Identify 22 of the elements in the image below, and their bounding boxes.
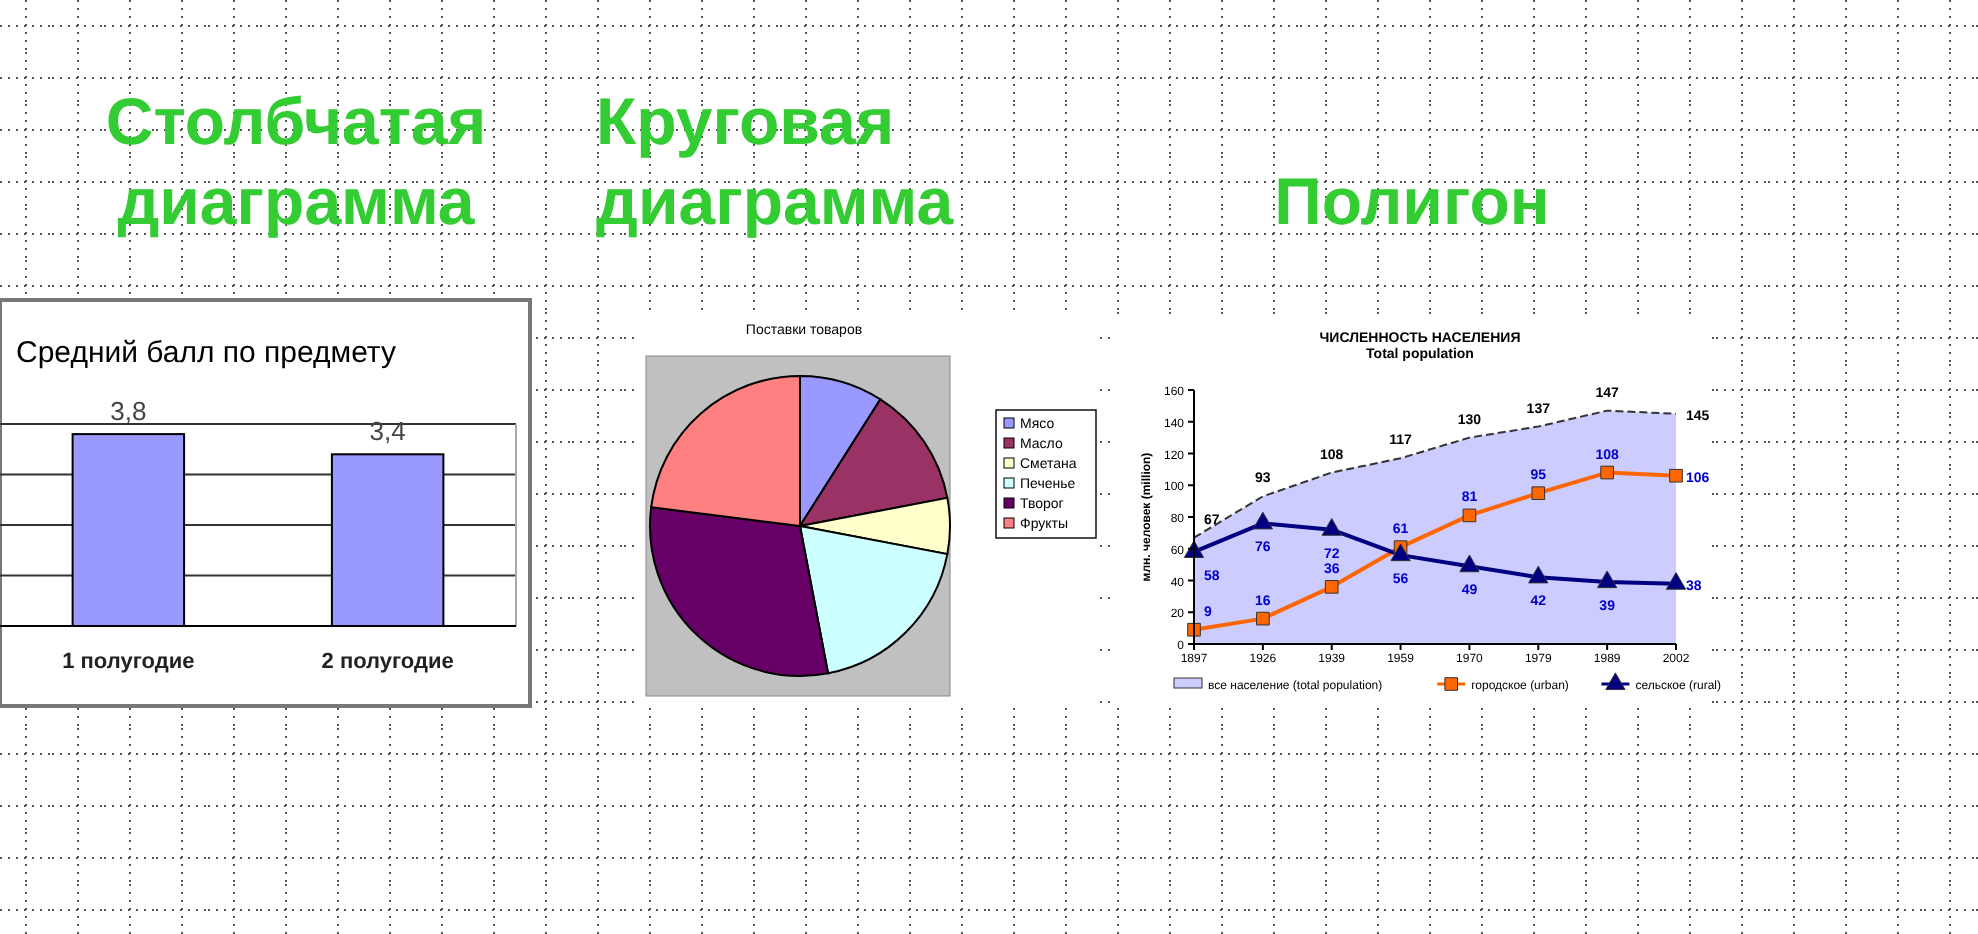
point bbox=[1187, 622, 1201, 637]
point bbox=[1321, 518, 1342, 536]
x-tick-label: 2 полугодие bbox=[321, 650, 454, 674]
point bbox=[1390, 543, 1411, 562]
point bbox=[1324, 580, 1339, 594]
point bbox=[1597, 570, 1618, 589]
data-label: 3,8 bbox=[110, 396, 147, 427]
point bbox=[1528, 565, 1549, 584]
chart-title: Столбчатая диаграмма bbox=[105, 84, 487, 238]
point bbox=[1669, 468, 1683, 483]
data-label: 3,4 bbox=[369, 416, 406, 447]
point bbox=[1665, 572, 1687, 590]
x-tick-label: 1 полугодие bbox=[62, 650, 195, 674]
point bbox=[1462, 508, 1477, 523]
point bbox=[1256, 611, 1270, 626]
point bbox=[1252, 511, 1273, 530]
point bbox=[1600, 465, 1614, 480]
chart-subtitle: Средний балл по предмету bbox=[16, 336, 397, 370]
point bbox=[1459, 554, 1480, 573]
chart-title: Полигон bbox=[1274, 164, 1550, 238]
chart-title: Круговая диаграмма bbox=[596, 84, 955, 238]
point bbox=[1531, 486, 1546, 501]
